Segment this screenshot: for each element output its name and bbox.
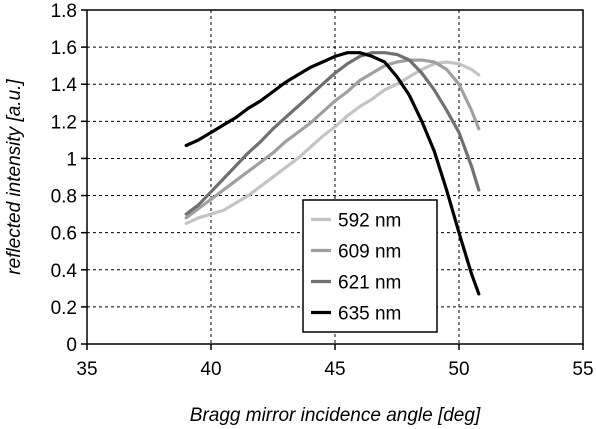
y-tick-label: 0.2: [51, 298, 77, 319]
series-lines: [184, 51, 481, 296]
legend: 592 nm 609 nm 621 nm 635 nm: [302, 199, 438, 333]
y-tick-label: 0.4: [51, 261, 78, 282]
y-tick-label: 1: [66, 149, 77, 170]
y-tick-label: 1.2: [51, 112, 77, 133]
legend-label: 621 nm: [338, 273, 401, 294]
x-tick-label: 40: [200, 359, 221, 380]
y-tick-label: 0: [66, 335, 77, 356]
legend-label: 609 nm: [338, 242, 401, 263]
series-line-635-nm: [184, 51, 481, 296]
x-axis-title: Bragg mirror incidence angle [deg]: [190, 405, 481, 426]
y-tick-label: 1.6: [51, 38, 77, 59]
y-tick-label: 1.4: [51, 75, 78, 96]
series-line-609-nm: [184, 58, 481, 220]
y-axis-title: reflected intensity [a.u.]: [4, 79, 25, 275]
x-tick-label: 50: [448, 359, 469, 380]
y-tick-labels: 0 0.2 0.4 0.6 0.8 1 1.2 1.4 1.6 1.8: [51, 1, 87, 356]
legend-label: 635 nm: [338, 304, 401, 325]
x-tick-label: 55: [572, 359, 593, 380]
legend-box: [302, 199, 438, 333]
y-tick-label: 0.6: [51, 224, 77, 245]
y-tick-label: 0.8: [51, 187, 77, 208]
x-tick-labels: 35 40 45 50 55: [76, 344, 594, 380]
legend-label: 592 nm: [338, 211, 401, 232]
x-tick-label: 35: [76, 359, 97, 380]
series-line-621-nm: [184, 51, 481, 216]
y-tick-label: 1.8: [51, 1, 77, 22]
series-line-592-nm: [184, 60, 481, 225]
x-tick-label: 45: [324, 359, 345, 380]
